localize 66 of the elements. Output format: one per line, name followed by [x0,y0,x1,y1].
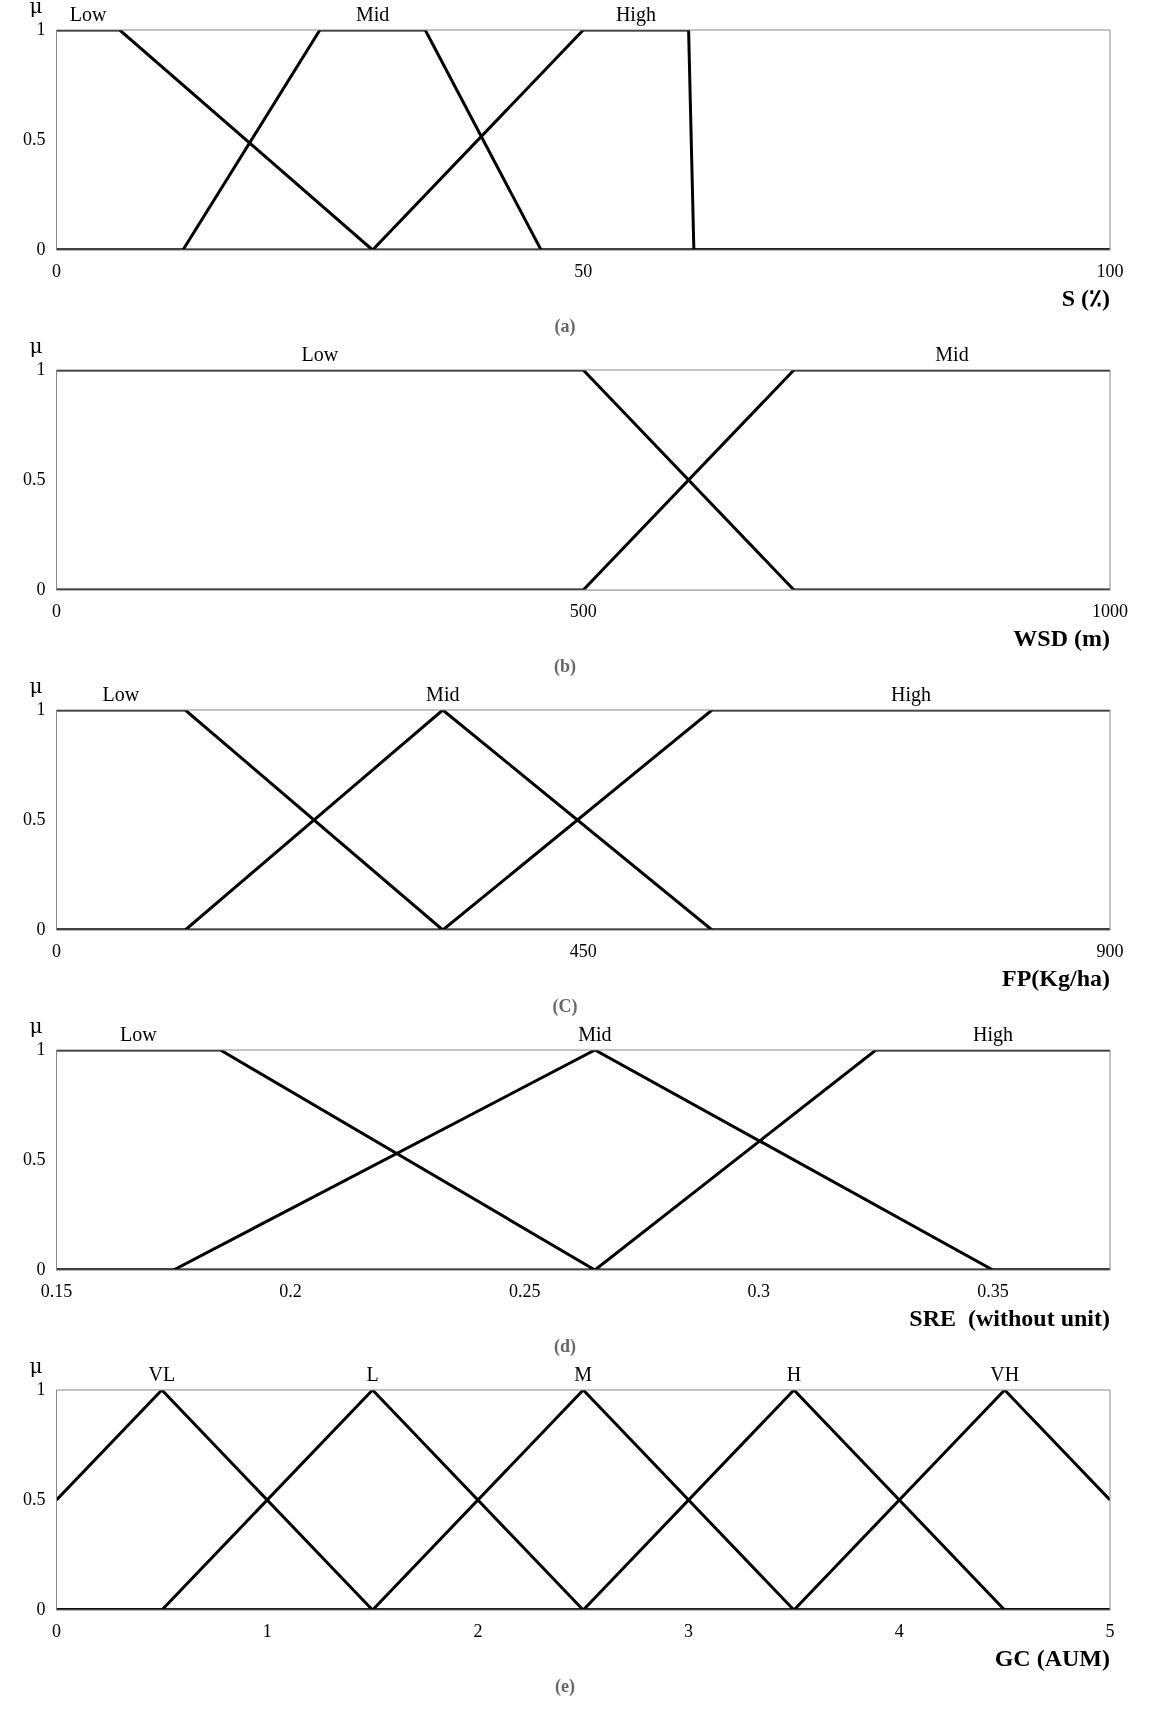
y-tick-label: 1 [36,358,46,379]
text: (d) [554,1335,576,1357]
y-axis-title: μ [29,1354,43,1379]
series-label: High [615,3,656,27]
x-axis-title: FP(Kg/ha) [1002,965,1110,992]
x-tick-label: 1 [262,1620,272,1641]
y-tick-label: 1 [36,18,46,39]
y-tick-label: 0.5 [23,1148,46,1169]
series-label: Mid [935,343,969,366]
y-tick-label: 0 [36,1258,46,1279]
x-tick-label: 0.15 [40,1280,73,1301]
x-tick-label: 5 [1105,1620,1115,1641]
series-label: Mid [426,683,460,706]
y-tick-label: 0.5 [23,468,46,489]
x-tick-label: 3 [684,1620,694,1641]
y-tick-label: 0 [36,918,46,939]
series-label: VL [148,1363,176,1386]
y-axis-title: μ [29,0,43,19]
x-tick-label: 900 [1096,940,1124,961]
x-tick-label: 0.25 [508,1280,541,1301]
y-tick-label: 0.5 [23,128,46,149]
y-tick-label: 0 [36,238,46,259]
x-tick-label: 4 [894,1620,904,1641]
series-label: Low [69,3,107,26]
text: (b) [554,655,576,677]
y-axis-title: μ [29,334,43,359]
x-tick-label: 450 [569,940,597,961]
series-label: Low [120,1023,158,1046]
y-tick-label: 0.5 [23,808,46,829]
x-axis-title: WSD (m) [1013,625,1110,652]
series-label: High [891,683,932,707]
series-label: Low [301,343,339,366]
x-tick-label: 2 [473,1620,483,1641]
text: (e) [555,1675,575,1697]
text: (a) [554,315,576,337]
series-label: Mid [355,3,390,26]
x-tick-label: 50 [574,260,593,281]
x-tick-label: 500 [569,600,597,621]
y-tick-label: 0.5 [23,1488,46,1509]
series-label: Mid [578,1023,612,1046]
series-label: Low [102,683,140,706]
x-tick-label: 0 [52,940,61,961]
text: (C) [552,995,578,1017]
y-axis-title: μ [29,1014,43,1039]
x-tick-label: 1000 [1092,600,1128,621]
series-label: M [574,1363,593,1386]
y-tick-label: 1 [36,698,46,719]
y-tick-label: 0 [36,578,46,599]
x-tick-label: 0 [52,260,61,281]
series-label: High [972,1023,1013,1047]
series-label: VH [990,1363,1020,1386]
x-tick-label: 0 [52,600,61,621]
x-tick-label: 0.3 [747,1280,771,1301]
x-tick-label: 0 [52,1620,61,1641]
x-axis-title: SRE (without unit) [909,1305,1110,1332]
y-tick-label: 1 [36,1378,46,1399]
series-label: H [786,1363,802,1386]
x-tick-label: 100 [1096,260,1124,281]
x-axis-title: GC (AUM) [994,1645,1110,1672]
x-tick-label: 0.35 [977,1280,1009,1301]
series-label: L [366,1363,379,1386]
y-axis-title: μ [29,674,43,699]
x-tick-label: 0.2 [279,1280,302,1301]
y-tick-label: 0 [36,1598,46,1619]
x-axis-title: S (٪) [1061,285,1110,312]
y-tick-label: 1 [36,1038,46,1059]
